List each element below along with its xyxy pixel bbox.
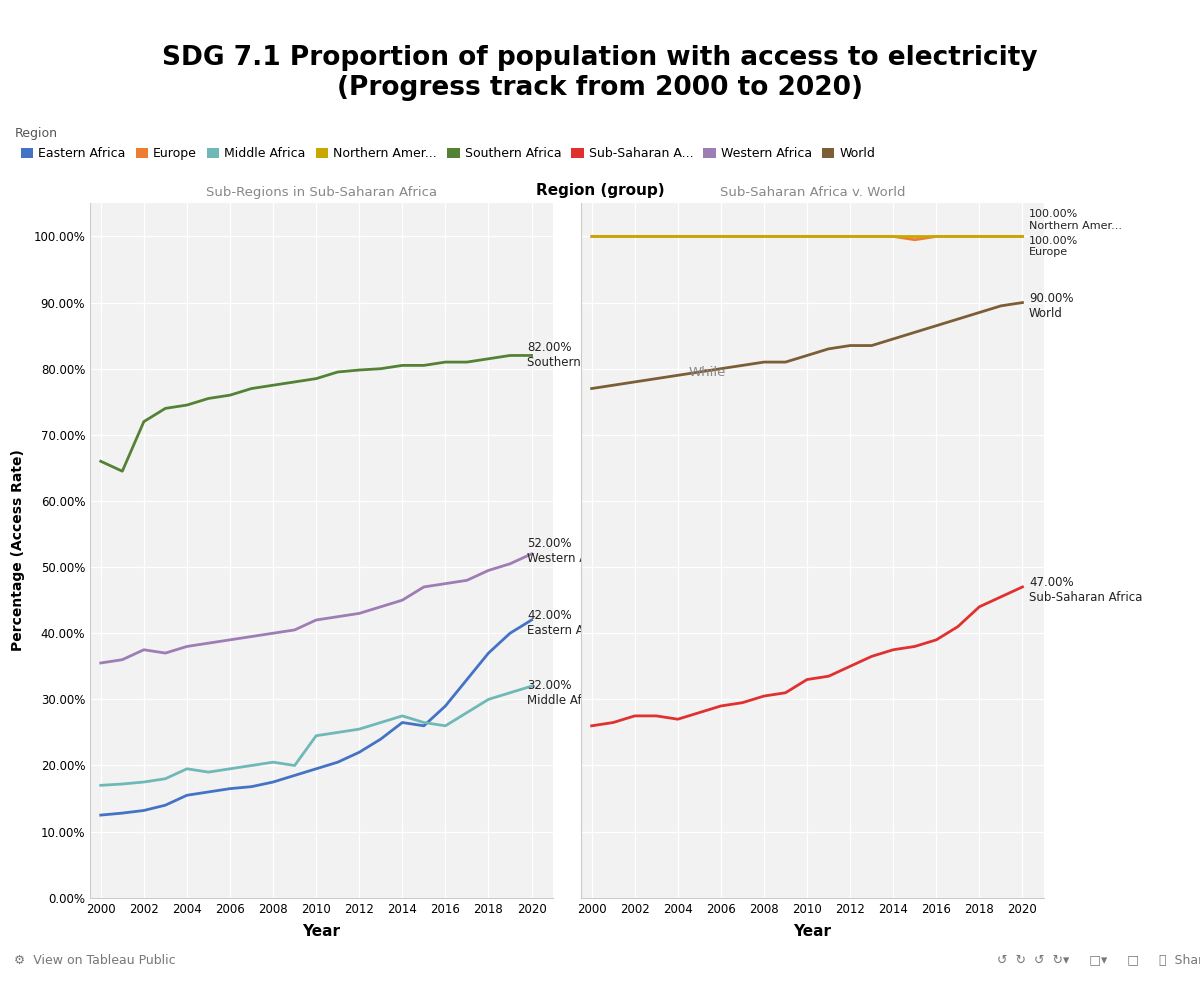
Text: ⚙  View on Tableau Public: ⚙ View on Tableau Public bbox=[14, 954, 176, 967]
Text: SDG 7.1 Proportion of population with access to electricity
(Progress track from: SDG 7.1 Proportion of population with ac… bbox=[162, 45, 1038, 100]
Text: While: While bbox=[689, 365, 726, 379]
Title: Sub-Saharan Africa v. World: Sub-Saharan Africa v. World bbox=[720, 186, 905, 199]
X-axis label: Year: Year bbox=[793, 924, 832, 939]
Text: 90.00%
World: 90.00% World bbox=[1028, 292, 1074, 319]
Text: 32.00%
Middle Africa: 32.00% Middle Africa bbox=[527, 679, 604, 706]
Y-axis label: Percentage (Access Rate): Percentage (Access Rate) bbox=[11, 449, 25, 652]
Legend: Eastern Africa, Europe, Middle Africa, Northern Amer..., Southern Africa, Sub-Sa: Eastern Africa, Europe, Middle Africa, N… bbox=[20, 147, 875, 160]
Text: 82.00%
Southern Africa: 82.00% Southern Africa bbox=[527, 341, 618, 369]
Text: ↺  ↻  ↺  ↻▾     □▾     □       Share: ↺ ↻ ↺ ↻▾ □▾ □  Share bbox=[997, 954, 1200, 967]
Text: Region (group): Region (group) bbox=[535, 183, 665, 198]
Text: 100.00%
Europe: 100.00% Europe bbox=[1028, 235, 1078, 257]
Title: Sub-Regions in Sub-Saharan Africa: Sub-Regions in Sub-Saharan Africa bbox=[206, 186, 437, 199]
Text: 100.00%
Northern Amer...: 100.00% Northern Amer... bbox=[1028, 209, 1122, 231]
Text: 42.00%
Eastern Africa: 42.00% Eastern Africa bbox=[527, 609, 610, 637]
Text: 47.00%
Sub-Saharan Africa: 47.00% Sub-Saharan Africa bbox=[1028, 576, 1142, 604]
X-axis label: Year: Year bbox=[302, 924, 341, 939]
Text: Region: Region bbox=[14, 127, 58, 141]
Text: 52.00%
Western Africa: 52.00% Western Africa bbox=[527, 537, 613, 564]
